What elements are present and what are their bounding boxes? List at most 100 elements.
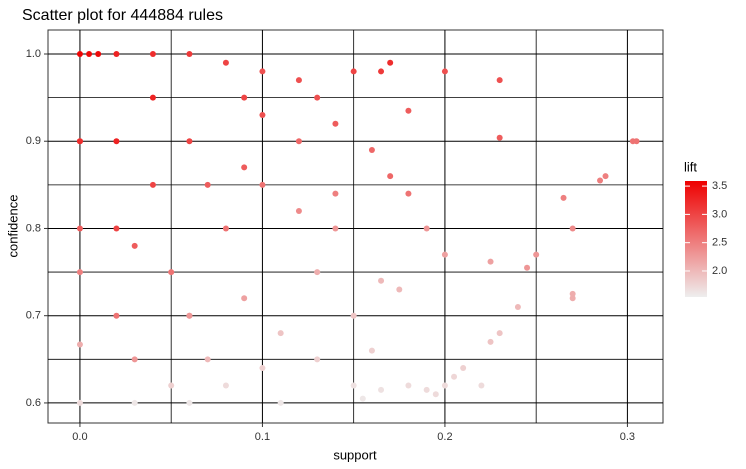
x-tick-label: 0.0 xyxy=(72,431,87,443)
point xyxy=(314,94,321,101)
point xyxy=(560,194,567,201)
point xyxy=(602,173,609,180)
point xyxy=(149,50,156,57)
point xyxy=(514,303,521,310)
point xyxy=(277,330,284,337)
point xyxy=(350,68,357,75)
y-tick-label: 0.7 xyxy=(26,310,41,322)
point xyxy=(451,373,458,380)
legend-title: lift xyxy=(684,159,697,174)
point xyxy=(405,190,412,197)
point xyxy=(76,138,83,145)
plot-panel xyxy=(47,29,664,424)
point xyxy=(496,330,503,337)
point xyxy=(241,164,248,171)
point xyxy=(241,94,248,101)
point xyxy=(423,225,430,232)
point xyxy=(76,399,83,406)
point xyxy=(186,138,193,145)
point xyxy=(378,386,385,393)
point xyxy=(222,382,229,389)
point xyxy=(95,50,102,57)
point xyxy=(76,341,83,348)
point xyxy=(378,68,385,75)
point xyxy=(487,258,494,265)
y-tick-label: 0.9 xyxy=(26,135,41,147)
point xyxy=(131,242,138,249)
point xyxy=(76,269,83,276)
point xyxy=(186,399,193,406)
point xyxy=(259,68,266,75)
x-tick-label: 0.3 xyxy=(620,431,635,443)
point xyxy=(76,50,83,57)
point xyxy=(496,134,503,141)
point xyxy=(204,181,211,188)
point xyxy=(496,77,503,84)
point xyxy=(113,138,120,145)
point xyxy=(186,312,193,319)
point xyxy=(387,59,394,66)
point xyxy=(368,146,375,153)
point xyxy=(569,295,576,302)
colorbar xyxy=(685,181,707,297)
point xyxy=(405,107,412,114)
point xyxy=(368,347,375,354)
colorbar-label: 2.0 xyxy=(712,265,727,277)
point xyxy=(259,365,266,372)
point xyxy=(186,50,193,57)
point xyxy=(149,94,156,101)
point xyxy=(332,120,339,127)
point xyxy=(405,382,412,389)
colorbar-label: 3.0 xyxy=(712,208,727,220)
x-axis-label: support xyxy=(333,447,377,462)
colorbar-label: 2.5 xyxy=(712,237,727,249)
point xyxy=(131,399,138,406)
point xyxy=(423,386,430,393)
point xyxy=(350,312,357,319)
point xyxy=(633,138,640,145)
point xyxy=(441,68,448,75)
point xyxy=(524,264,531,271)
chart-title: Scatter plot for 444884 rules xyxy=(22,7,223,24)
point xyxy=(131,356,138,363)
point xyxy=(478,382,485,389)
point xyxy=(359,395,366,402)
point xyxy=(86,50,93,57)
point xyxy=(569,225,576,232)
point xyxy=(378,277,385,284)
point xyxy=(314,269,321,276)
point xyxy=(113,50,120,57)
colorbar-label: 3.5 xyxy=(712,180,727,192)
point xyxy=(314,356,321,363)
point xyxy=(597,177,604,184)
point xyxy=(295,77,302,84)
point xyxy=(168,382,175,389)
point xyxy=(295,138,302,145)
point xyxy=(460,365,467,372)
point xyxy=(149,181,156,188)
point xyxy=(387,173,394,180)
point xyxy=(295,208,302,215)
point xyxy=(487,338,494,345)
point xyxy=(259,181,266,188)
point xyxy=(168,269,175,276)
point xyxy=(350,382,357,389)
point xyxy=(113,312,120,319)
point xyxy=(113,225,120,232)
point xyxy=(396,286,403,293)
x-tick-label: 0.2 xyxy=(437,431,452,443)
point xyxy=(569,290,576,297)
y-tick-label: 1.0 xyxy=(26,48,41,60)
point xyxy=(533,251,540,258)
point xyxy=(76,225,83,232)
y-tick-label: 0.6 xyxy=(26,397,41,409)
point xyxy=(441,382,448,389)
point xyxy=(259,112,266,119)
point xyxy=(332,190,339,197)
point xyxy=(277,399,284,406)
point xyxy=(222,59,229,66)
y-axis-label: confidence xyxy=(5,195,20,258)
point xyxy=(332,225,339,232)
y-tick-label: 0.8 xyxy=(26,222,41,234)
